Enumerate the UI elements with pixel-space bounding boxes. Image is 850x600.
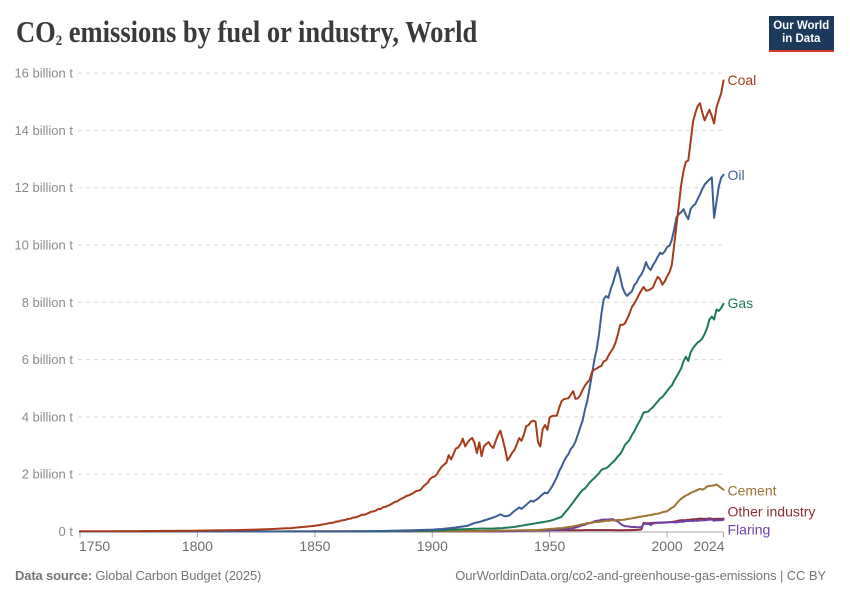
svg-text:12 billion t: 12 billion t — [14, 180, 73, 195]
svg-text:Coal: Coal — [728, 72, 757, 88]
svg-text:Flaring: Flaring — [728, 522, 771, 538]
svg-text:2000: 2000 — [652, 538, 683, 554]
svg-text:1850: 1850 — [299, 538, 330, 554]
svg-text:0 t: 0 t — [59, 524, 74, 539]
svg-text:6 billion t: 6 billion t — [22, 352, 74, 367]
svg-text:14 billion t: 14 billion t — [14, 123, 73, 138]
svg-text:1950: 1950 — [534, 538, 565, 554]
svg-text:Gas: Gas — [728, 295, 754, 311]
svg-text:1900: 1900 — [417, 538, 448, 554]
svg-text:2 billion t: 2 billion t — [22, 467, 74, 482]
svg-text:1750: 1750 — [79, 538, 110, 554]
svg-text:Cement: Cement — [728, 483, 777, 499]
svg-text:Other industry: Other industry — [728, 504, 816, 520]
svg-text:8 billion t: 8 billion t — [22, 295, 74, 310]
svg-text:4 billion t: 4 billion t — [22, 409, 74, 424]
svg-text:10 billion t: 10 billion t — [14, 238, 73, 253]
svg-text:Oil: Oil — [728, 167, 745, 183]
svg-text:2024: 2024 — [693, 538, 724, 554]
svg-text:16 billion t: 16 billion t — [14, 66, 73, 81]
svg-text:1800: 1800 — [182, 538, 213, 554]
